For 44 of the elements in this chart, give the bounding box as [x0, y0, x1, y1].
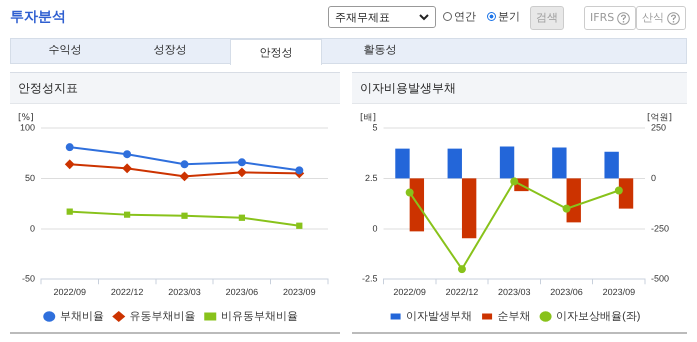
legend-label: 이자보상배율(좌) — [556, 310, 640, 323]
y-tick-label: 5 — [372, 122, 378, 132]
text: 주재무제표 — [328, 6, 436, 28]
legend-label: 유동부채비율 — [129, 310, 196, 323]
x-tick-label: 2023/09 — [283, 287, 316, 298]
text: 성장성 — [152, 42, 188, 58]
y-tick-label: 0 — [30, 223, 36, 234]
text: 연간 — [453, 9, 476, 24]
y2-tick-label: 0 — [650, 172, 656, 183]
text: 산식 — [636, 6, 686, 30]
legend-label: 부채비율 — [60, 310, 104, 323]
x-tick-label: 2023/03 — [498, 287, 531, 298]
chart-title: 이자비용발생부채 — [352, 73, 687, 104]
y2-tick-label: -500 — [650, 274, 669, 284]
y-axis-title: [배] — [360, 112, 376, 123]
y2-tick-label: 250 — [650, 122, 666, 132]
x-tick-label: 2022/12 — [110, 287, 144, 298]
y-tick-label: 2.5 — [364, 172, 378, 183]
text: IFRS — [584, 6, 636, 30]
x-tick-label: 2022/09 — [393, 287, 426, 298]
y-tick-label: 0 — [372, 223, 378, 234]
y-tick-label: -2.5 — [362, 274, 378, 284]
y-tick-label: -50 — [22, 274, 36, 284]
y-tick-label: 50 — [25, 172, 36, 183]
x-tick-label: 2023/03 — [168, 287, 201, 298]
legend-label: 이자발생부채 — [406, 310, 472, 323]
x-tick-label: 2023/06 — [550, 287, 583, 298]
y2-tick-label: -250 — [650, 223, 669, 234]
y-tick-label: 100 — [20, 122, 36, 132]
legend-label: 순부채 — [498, 310, 531, 323]
x-tick-label: 2022/12 — [446, 287, 478, 298]
x-tick-label: 2023/09 — [602, 287, 636, 298]
legend-label: 비유동부채비율 — [220, 310, 298, 323]
text: 검색 — [530, 6, 564, 30]
text: 수익성 — [48, 42, 82, 58]
x-tick-label: 2023/06 — [226, 287, 258, 298]
chart-title: 안정성지표 — [10, 73, 340, 104]
x-tick-label: 2022/09 — [53, 287, 86, 298]
y-axis-title: [%] — [18, 112, 34, 123]
text: 투자분석 — [10, 8, 66, 26]
text: 안정성 — [230, 39, 322, 65]
text: 분기 — [497, 9, 520, 24]
text: 활동성 — [362, 42, 398, 58]
y2-axis-title: [억원] — [646, 112, 672, 123]
